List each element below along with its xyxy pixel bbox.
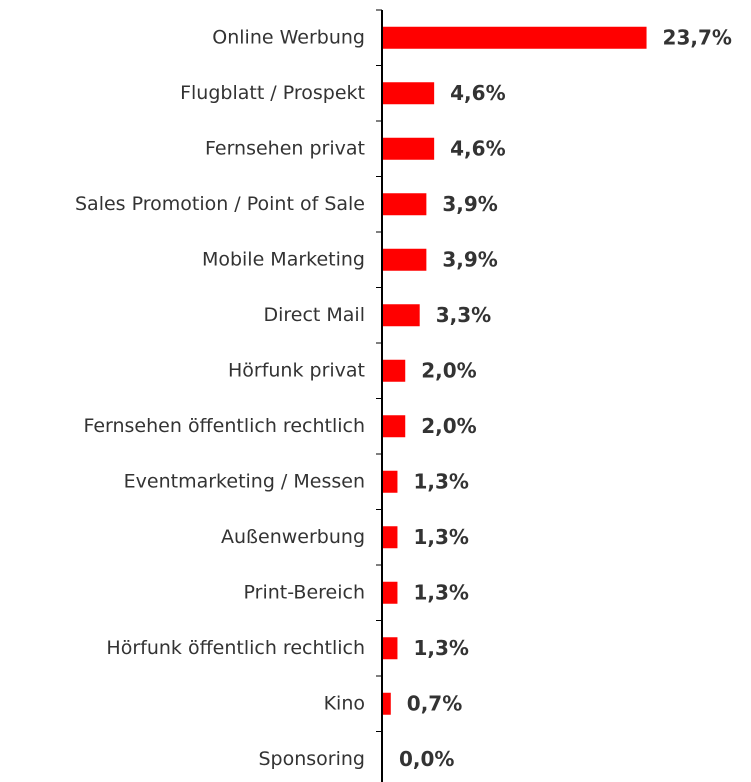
category-label: Eventmarketing / Messen: [124, 470, 365, 492]
value-label: 1,3%: [413, 580, 468, 604]
value-label: 3,9%: [442, 192, 497, 216]
value-label: 2,0%: [421, 414, 476, 438]
bar: [383, 470, 398, 493]
value-label: 1,3%: [413, 469, 468, 493]
bar: [383, 637, 398, 660]
bar: [383, 415, 406, 438]
value-label: 3,3%: [436, 303, 491, 327]
value-label: 1,3%: [413, 525, 468, 549]
bar: [383, 526, 398, 549]
bar: [383, 304, 420, 327]
bar: [383, 193, 427, 216]
value-label: 23,7%: [663, 25, 732, 49]
category-label: Hörfunk privat: [228, 359, 365, 381]
bar: [383, 692, 391, 715]
category-label: Fernsehen öffentlich rechtlich: [83, 415, 365, 437]
category-label: Hörfunk öffentlich rechtlich: [106, 637, 365, 659]
category-label: Mobile Marketing: [202, 248, 365, 270]
value-label: 4,6%: [450, 81, 505, 105]
bar: [383, 82, 435, 105]
category-label: Sponsoring: [258, 748, 365, 770]
bar: [383, 137, 435, 160]
bar: [383, 26, 647, 49]
category-label: Fernsehen privat: [205, 137, 365, 159]
value-label: 1,3%: [413, 636, 468, 660]
value-label: 0,0%: [399, 747, 454, 771]
category-label: Sales Promotion / Point of Sale: [75, 193, 365, 215]
value-label: 0,7%: [407, 691, 462, 715]
bar: [383, 581, 398, 604]
bar: [383, 248, 427, 271]
value-label: 3,9%: [442, 247, 497, 271]
category-label: Print-Bereich: [244, 581, 365, 603]
category-label: Kino: [324, 692, 365, 714]
category-label: Online Werbung: [212, 26, 365, 48]
value-label: 4,6%: [450, 136, 505, 160]
category-label: Direct Mail: [263, 304, 365, 326]
bar: [383, 359, 406, 382]
value-label: 2,0%: [421, 358, 476, 382]
category-label: Außenwerbung: [221, 526, 365, 548]
category-label: Flugblatt / Prospekt: [180, 82, 365, 104]
